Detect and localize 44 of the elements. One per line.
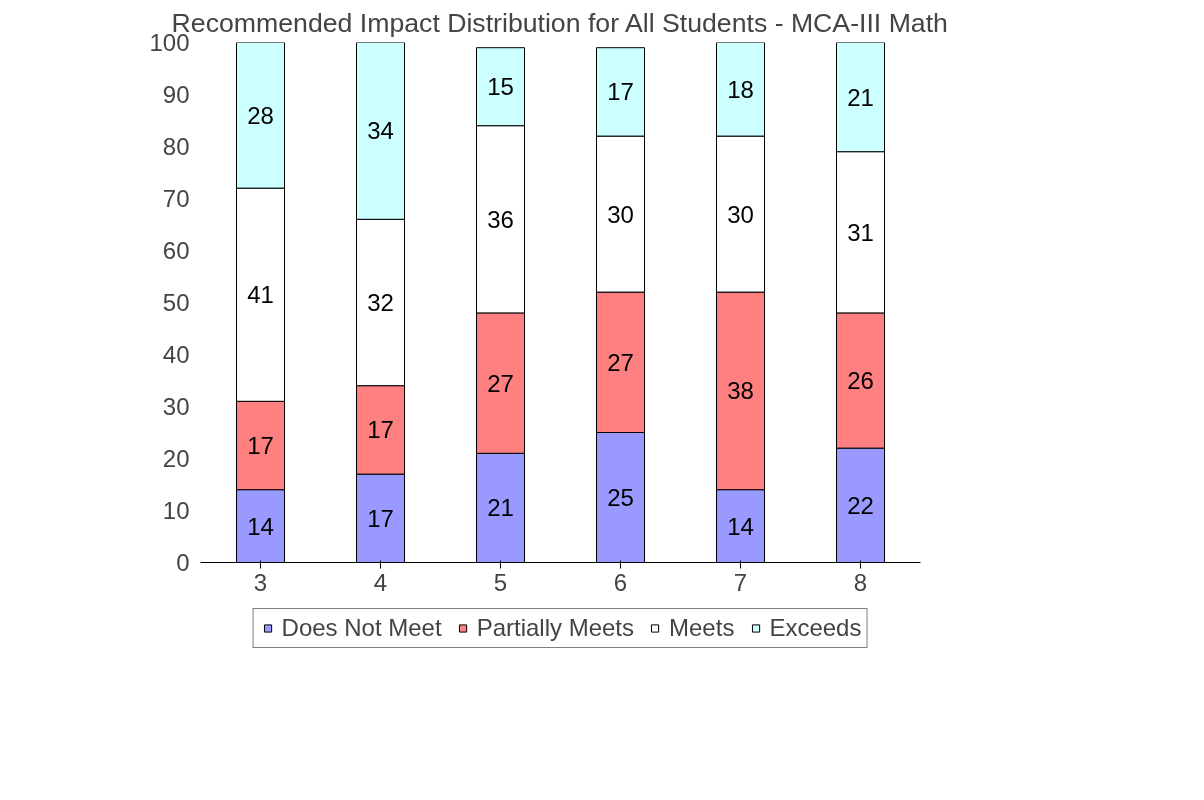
data-label: 14: [247, 512, 274, 540]
legend-label: Meets: [669, 614, 735, 642]
data-label: 22: [847, 491, 874, 519]
y-tick-label: 40: [162, 341, 190, 368]
data-label: 36: [487, 205, 514, 233]
data-label: 38: [727, 377, 754, 405]
y-tick-label: 20: [162, 445, 190, 472]
data-label: 17: [367, 416, 394, 444]
x-tick-label: 7: [733, 568, 748, 596]
data-label: 31: [847, 218, 874, 246]
y-tick-label: 10: [162, 497, 190, 524]
y-tick-label: 0: [176, 549, 190, 576]
data-label: 27: [607, 348, 634, 376]
legend-label: Does Not Meet: [281, 614, 442, 642]
data-label: 14: [727, 512, 754, 540]
data-label: 41: [247, 281, 274, 309]
x-tick-label: 5: [493, 568, 508, 596]
data-label: 21: [847, 83, 874, 111]
data-label: 21: [487, 494, 514, 522]
y-tick-label: 90: [162, 81, 190, 108]
data-label: 30: [727, 200, 754, 228]
x-tick-label: 8: [853, 568, 868, 596]
y-tick-label: 80: [162, 133, 190, 160]
legend-label: Exceeds: [769, 614, 862, 642]
data-label: 25: [607, 484, 634, 511]
data-label: 26: [847, 367, 874, 394]
data-label: 15: [487, 73, 514, 101]
y-tick-label: 30: [162, 393, 190, 420]
data-label: 34: [367, 117, 394, 145]
data-label: 30: [607, 200, 634, 228]
y-tick-label: 50: [162, 289, 190, 316]
data-label: 18: [727, 75, 754, 103]
legend-label: Partially Meets: [476, 614, 635, 642]
y-tick-label: 70: [162, 185, 190, 212]
y-tick-label: 60: [162, 237, 190, 264]
data-label: 28: [247, 101, 274, 129]
data-label: 27: [487, 369, 514, 397]
data-label: 32: [367, 289, 394, 316]
x-tick-label: 6: [613, 568, 628, 596]
data-label: 17: [367, 504, 394, 532]
data-label: 17: [607, 78, 634, 106]
x-tick-label: 4: [373, 568, 388, 596]
x-tick-label: 3: [253, 568, 268, 596]
data-label: 17: [247, 432, 274, 459]
